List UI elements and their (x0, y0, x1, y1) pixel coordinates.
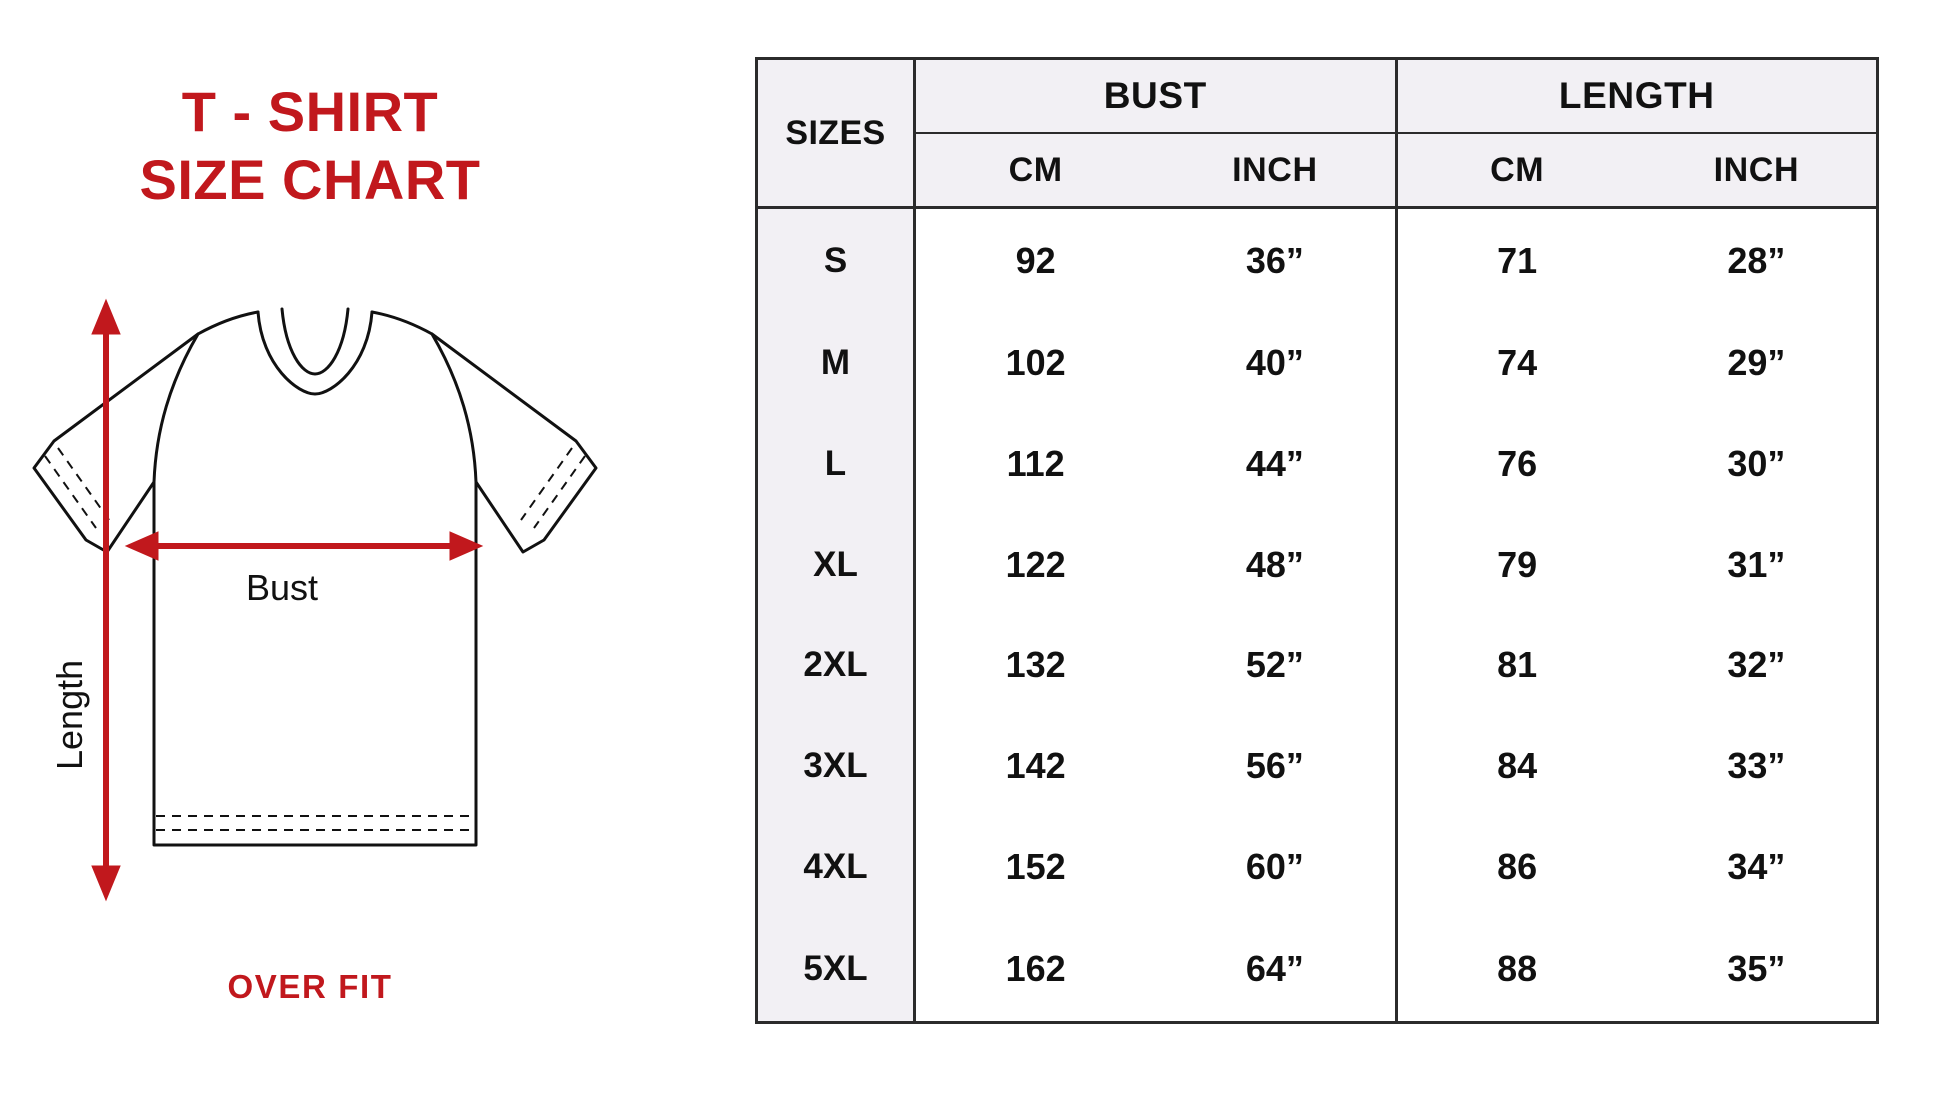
sleeve-stitch-lines (44, 447, 586, 529)
table-row: 5XL 162 64” 88 35” (756, 917, 1878, 1023)
cell-bust-inch: 48” (1155, 514, 1396, 615)
cell-bust-cm: 162 (914, 917, 1156, 1023)
cell-length-inch: 29” (1636, 312, 1878, 414)
tshirt-diagram: Bust Length (30, 290, 600, 910)
cell-size: 3XL (756, 715, 916, 817)
cell-size: 4XL (756, 816, 916, 918)
page-title-line-1: T - SHIRT (181, 80, 439, 143)
table-row: 4XL 152 60” 86 34” (756, 816, 1878, 918)
cell-length-inch: 32” (1636, 614, 1878, 716)
page-title: T - SHIRT SIZE CHART (0, 78, 620, 215)
length-label: Length (49, 660, 90, 770)
cell-bust-inch: 52” (1155, 614, 1396, 716)
cell-length-cm: 81 (1394, 614, 1637, 716)
cell-length-cm: 74 (1394, 312, 1637, 414)
table-row: XL 122 48” 79 31” (756, 514, 1878, 615)
hem-stitch-lines (156, 815, 474, 831)
length-measure-arrow (91, 298, 121, 902)
column-group-length: LENGTH (1394, 58, 1878, 134)
cell-length-inch: 33” (1636, 715, 1878, 817)
tshirt-outline-icon (32, 307, 598, 847)
cell-length-cm: 71 (1394, 207, 1637, 313)
column-header-bust-inch: INCH (1155, 133, 1396, 209)
cell-bust-inch: 44” (1155, 413, 1396, 515)
column-group-bust: BUST (914, 58, 1396, 134)
page-title-line-2: SIZE CHART (139, 148, 481, 212)
cell-bust-cm: 112 (914, 413, 1156, 515)
cell-length-inch: 28” (1636, 207, 1878, 313)
cell-size: S (756, 207, 916, 313)
cell-length-cm: 79 (1394, 514, 1637, 615)
illustration-panel: T - SHIRT SIZE CHART (0, 0, 620, 1094)
bust-measure-arrow (124, 531, 484, 561)
cell-size: 2XL (756, 614, 916, 716)
cell-length-inch: 34” (1636, 816, 1878, 918)
bust-label: Bust (246, 567, 318, 608)
cell-bust-cm: 92 (914, 207, 1156, 313)
table-row: 3XL 142 56” 84 33” (756, 715, 1878, 817)
column-header-length-cm: CM (1394, 133, 1637, 209)
cell-bust-cm: 132 (914, 614, 1156, 716)
column-header-sizes: SIZES (756, 58, 916, 209)
cell-bust-cm: 142 (914, 715, 1156, 817)
cell-size: M (756, 312, 916, 414)
cell-bust-cm: 102 (914, 312, 1156, 414)
table-row: M 102 40” 74 29” (756, 312, 1878, 414)
table-head-row-units: CM INCH CM INCH (757, 133, 1878, 209)
size-chart-table: SIZES BUST LENGTH CM INCH CM INCH S 92 36”… (755, 57, 1879, 1024)
table-head-row-groups: SIZES BUST LENGTH (756, 58, 1878, 209)
cell-length-inch: 31” (1636, 514, 1878, 615)
column-header-length-inch: INCH (1636, 133, 1878, 209)
table-row: S 92 36” 71 28” (756, 207, 1878, 313)
cell-bust-cm: 152 (914, 816, 1156, 918)
cell-length-cm: 88 (1394, 917, 1637, 1023)
cell-bust-inch: 36” (1155, 207, 1396, 313)
table-head: SIZES BUST LENGTH CM INCH CM INCH (756, 58, 1878, 209)
cell-size: L (756, 413, 916, 515)
cell-bust-cm: 122 (914, 514, 1156, 615)
cell-size: 5XL (756, 917, 916, 1023)
cell-bust-inch: 64” (1155, 917, 1396, 1023)
size-table-container: SIZES BUST LENGTH CM INCH CM INCH S 92 36”… (755, 57, 1879, 1024)
fit-type-label: OVER FIT (227, 968, 393, 1005)
cell-bust-inch: 60” (1155, 816, 1396, 918)
table-row: 2XL 132 52” 81 32” (756, 614, 1878, 716)
cell-length-inch: 30” (1636, 413, 1878, 515)
cell-bust-inch: 40” (1155, 312, 1396, 414)
cell-size: XL (756, 514, 916, 615)
cell-length-cm: 84 (1394, 715, 1637, 817)
cell-length-inch: 35” (1636, 917, 1878, 1023)
table-body: S 92 36” 71 28” M 102 40” 74 29” L 112 44” 76 30” XL 122… (756, 207, 1878, 1023)
table-row: L 112 44” 76 30” (756, 413, 1878, 515)
cell-bust-inch: 56” (1155, 715, 1396, 817)
cell-length-cm: 76 (1394, 413, 1637, 515)
column-header-bust-cm: CM (914, 133, 1156, 209)
cell-length-cm: 86 (1394, 816, 1637, 918)
